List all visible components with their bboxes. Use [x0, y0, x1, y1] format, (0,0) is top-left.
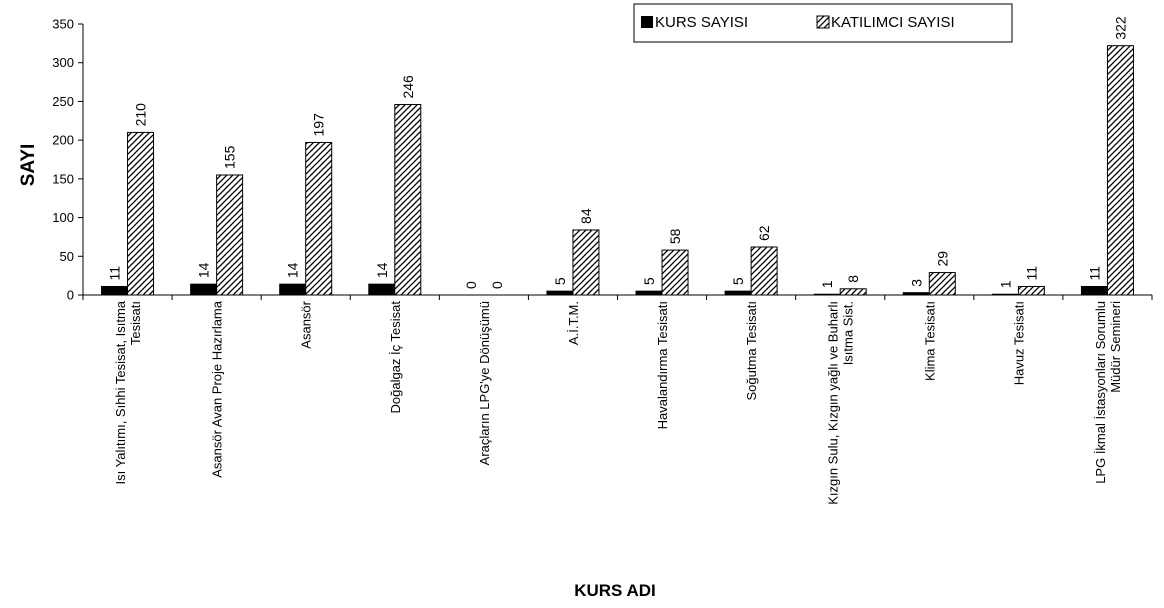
value-label-katilimci-sayisi: 197 — [311, 113, 327, 137]
value-label-katilimci-sayisi: 246 — [400, 75, 416, 99]
bar-katilimci-sayisi — [305, 141, 333, 296]
x-category-label: Müdür Semineri — [1108, 301, 1123, 393]
value-label-kurs-sayisi: 5 — [730, 277, 746, 285]
x-category-label: Tesisatı — [128, 301, 143, 345]
value-label-katilimci-sayisi: 0 — [489, 281, 505, 289]
bar-katilimci-sayisi — [661, 249, 689, 296]
y-tick-label: 0 — [67, 288, 74, 303]
y-tick-label: 300 — [52, 55, 74, 70]
value-label-kurs-sayisi: 0 — [463, 281, 479, 289]
x-axis-title: KURS ADI — [574, 581, 656, 600]
x-category-label: Klima Tesisatı — [922, 301, 937, 381]
x-category-label: Havalandırma Tesisatı — [655, 301, 670, 429]
bar-kurs-sayisi — [546, 290, 574, 296]
value-label-katilimci-sayisi: 62 — [756, 225, 772, 241]
y-tick-label: 250 — [52, 94, 74, 109]
value-label-kurs-sayisi: 11 — [1086, 266, 1102, 281]
legend-swatch-katilimci-sayisi — [816, 15, 830, 29]
x-axis: Isı Yalıtımı, Sıhhi Tesisat, Isıtma Tesis… — [82, 294, 1153, 505]
x-category-label: Kızgın Sulu, Kızgın yağlı ve Buharlı — [826, 301, 841, 505]
value-label-katilimci-sayisi: 210 — [133, 103, 149, 127]
bar-kurs-sayisi — [279, 283, 307, 296]
value-label-kurs-sayisi: 14 — [196, 262, 212, 278]
bar-katilimci-sayisi — [750, 246, 778, 296]
x-category-label: Havuz Tesisatı — [1011, 301, 1026, 385]
legend-label-katilimci-sayisi: KATILIMCI SAYISI — [831, 14, 955, 31]
value-label-katilimci-sayisi: 11 — [1023, 266, 1039, 281]
bar-kurs-sayisi — [101, 285, 129, 296]
y-axis: 0 50 100 150 200 250 300 350 — [52, 17, 84, 303]
legend: KURS SAYISI KATILIMCI SAYISI — [633, 3, 1013, 43]
value-label-kurs-sayisi: 11 — [107, 266, 123, 281]
value-label-kurs-sayisi: 1 — [819, 280, 835, 288]
y-tick-label: 150 — [52, 171, 74, 186]
x-category-label: A.İ.T.M. — [566, 301, 581, 345]
value-label-katilimci-sayisi: 322 — [1112, 16, 1128, 40]
bar-kurs-sayisi — [724, 290, 752, 296]
value-label-kurs-sayisi: 14 — [374, 262, 390, 278]
bar-kurs-sayisi — [635, 290, 663, 296]
legend-swatch-kurs-sayisi — [641, 16, 653, 28]
bar-katilimci-sayisi — [216, 174, 244, 296]
x-category-label: Araçların LPG'ye Dönüşümü — [477, 301, 492, 465]
bar-katilimci-sayisi — [928, 272, 956, 296]
bar-katilimci-sayisi — [572, 229, 600, 296]
x-category-label: Asansör — [299, 300, 314, 348]
x-category-label: Asansör Avan Proje Hazırlama — [210, 300, 225, 478]
y-axis-title: SAYI — [18, 144, 39, 187]
bar-katilimci-sayisi — [839, 288, 867, 296]
bar-kurs-sayisi — [368, 283, 396, 296]
value-label-kurs-sayisi: 1 — [997, 280, 1013, 288]
value-label-katilimci-sayisi: 155 — [222, 145, 238, 169]
x-category-label: LPG İkmal İstasyonları Sorumlu — [1093, 301, 1108, 484]
x-category-label: Isıtma Sist. — [841, 301, 856, 365]
value-label-kurs-sayisi: 5 — [641, 277, 657, 285]
bar-katilimci-sayisi — [127, 131, 155, 296]
x-category-label: Soğutma Tesisatı — [744, 301, 759, 400]
y-tick-label: 100 — [52, 210, 74, 225]
legend-label-kurs-sayisi: KURS SAYISI — [655, 14, 748, 31]
x-category-label: Doğalgaz İç Tesisat — [388, 301, 403, 414]
y-tick-label: 200 — [52, 133, 74, 148]
y-tick-label: 350 — [52, 17, 74, 32]
value-label-katilimci-sayisi: 8 — [845, 275, 861, 283]
value-label-katilimci-sayisi: 29 — [934, 251, 950, 267]
bar-katilimci-sayisi — [394, 104, 422, 296]
value-label-kurs-sayisi: 3 — [908, 279, 924, 287]
bar-kurs-sayisi — [190, 283, 218, 296]
bar-katilimci-sayisi — [1017, 285, 1045, 296]
bar-katilimci-sayisi — [1106, 45, 1134, 296]
value-label-katilimci-sayisi: 84 — [578, 208, 594, 224]
value-label-katilimci-sayisi: 58 — [667, 228, 683, 244]
y-tick-label: 50 — [60, 249, 74, 264]
value-label-kurs-sayisi: 5 — [552, 277, 568, 285]
value-label-kurs-sayisi: 14 — [285, 262, 301, 278]
bar-kurs-sayisi — [1080, 285, 1108, 296]
x-category-label: Isı Yalıtımı, Sıhhi Tesisat, Isıtma — [113, 300, 128, 484]
